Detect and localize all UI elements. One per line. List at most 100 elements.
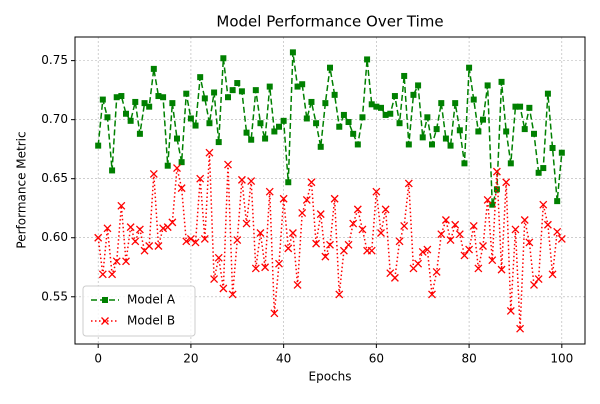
legend: Model A Model B xyxy=(82,285,196,337)
marker xyxy=(112,257,121,266)
marker xyxy=(322,100,329,107)
marker xyxy=(210,275,219,284)
marker xyxy=(359,114,366,121)
marker xyxy=(353,205,362,214)
plot-frame xyxy=(74,36,586,345)
marker xyxy=(470,96,477,103)
series-line xyxy=(97,52,563,205)
legend-box xyxy=(82,285,196,337)
legend-marker xyxy=(101,317,109,325)
marker xyxy=(525,238,534,247)
marker xyxy=(127,117,134,124)
y-axis-label: Performance Metric xyxy=(15,131,29,248)
marker xyxy=(294,83,301,90)
marker xyxy=(419,134,426,141)
marker xyxy=(293,281,302,289)
y-tick-label: 0.75 xyxy=(41,53,68,67)
marker xyxy=(285,179,292,186)
marker xyxy=(377,229,385,237)
marker xyxy=(539,200,548,209)
marker xyxy=(145,242,154,250)
x-tick-label: 80 xyxy=(461,352,476,366)
marker xyxy=(345,119,352,126)
marker xyxy=(391,93,398,100)
marker xyxy=(531,130,537,137)
y-tick-label: 0.60 xyxy=(41,230,68,244)
marker xyxy=(339,246,348,255)
marker xyxy=(484,82,491,89)
marker xyxy=(530,281,538,289)
marker xyxy=(368,101,375,108)
marker xyxy=(284,244,293,253)
marker xyxy=(446,236,455,245)
marker xyxy=(122,257,130,266)
marker xyxy=(280,117,287,124)
marker xyxy=(474,264,483,273)
marker xyxy=(460,251,469,260)
marker xyxy=(433,126,440,133)
marker xyxy=(196,174,205,183)
marker xyxy=(173,164,181,173)
marker xyxy=(187,115,194,122)
marker xyxy=(395,237,404,246)
marker xyxy=(396,120,403,127)
marker xyxy=(438,100,445,107)
marker xyxy=(340,111,347,118)
marker xyxy=(135,225,144,234)
marker xyxy=(327,64,333,71)
marker xyxy=(219,284,228,293)
marker xyxy=(441,216,450,224)
marker xyxy=(183,90,190,97)
marker xyxy=(261,263,270,272)
marker xyxy=(455,230,464,239)
marker xyxy=(279,194,288,203)
marker xyxy=(428,290,436,299)
marker xyxy=(191,238,200,247)
marker xyxy=(224,160,232,169)
marker xyxy=(526,104,533,111)
marker xyxy=(146,103,153,110)
marker xyxy=(270,309,279,318)
marker xyxy=(456,127,463,134)
marker xyxy=(288,229,297,237)
marker xyxy=(233,236,242,245)
marker xyxy=(149,170,158,178)
marker xyxy=(247,177,256,186)
marker xyxy=(94,233,103,242)
marker xyxy=(404,179,413,188)
marker xyxy=(349,219,358,228)
marker xyxy=(136,130,143,137)
marker xyxy=(410,91,417,98)
marker xyxy=(429,141,435,148)
marker xyxy=(418,247,427,256)
marker xyxy=(358,225,367,234)
marker xyxy=(373,103,380,110)
marker xyxy=(321,252,330,261)
marker xyxy=(103,224,112,233)
marker xyxy=(378,104,384,111)
marker xyxy=(126,223,135,232)
marker xyxy=(543,220,552,229)
marker xyxy=(331,91,338,98)
legend-label: Model B xyxy=(127,314,175,328)
marker xyxy=(99,96,106,103)
marker xyxy=(489,201,496,208)
marker xyxy=(308,98,315,105)
marker xyxy=(335,290,344,299)
marker xyxy=(452,100,459,107)
marker xyxy=(512,103,519,110)
marker xyxy=(511,225,520,234)
marker xyxy=(336,123,343,130)
marker xyxy=(405,141,412,148)
marker xyxy=(354,141,361,148)
marker xyxy=(317,143,324,150)
marker xyxy=(447,142,454,149)
marker xyxy=(302,195,311,204)
marker xyxy=(206,120,213,127)
marker xyxy=(303,115,310,122)
marker xyxy=(177,184,186,193)
marker xyxy=(535,169,542,176)
marker xyxy=(498,78,505,85)
marker xyxy=(558,149,565,156)
chart-title: Model Performance Over Time xyxy=(216,13,443,31)
